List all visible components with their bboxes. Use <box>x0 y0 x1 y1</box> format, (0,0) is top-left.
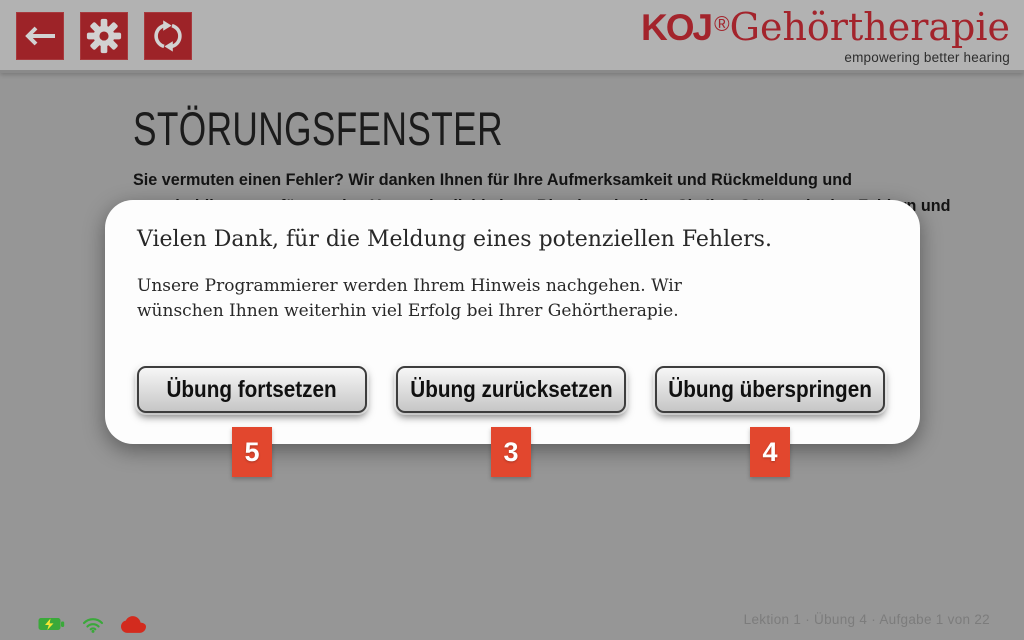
tutorial-step-badge: 3 <box>491 427 531 477</box>
arrow-left-icon <box>22 24 58 48</box>
skip-exercise-button[interactable]: Übung überspringen 4 <box>655 366 885 477</box>
cloud-sync-icon <box>121 616 146 633</box>
continue-exercise-button[interactable]: Übung fortsetzen 5 <box>137 366 367 477</box>
page-title: STÖRUNGSFENSTER <box>133 102 503 155</box>
brand-tagline: empowering better hearing <box>844 50 1010 65</box>
brand-logo: KOJ ®Gehörtherapie empowering better hear… <box>641 8 1010 65</box>
reset-exercise-label: Übung zurücksetzen <box>409 376 613 402</box>
lesson-progress-text: Lektion 1 · Übung 4 · Aufgabe 1 von 22 <box>743 612 990 627</box>
error-report-dialog: Vielen Dank, für die Meldung eines poten… <box>105 200 920 477</box>
wifi-icon <box>82 616 104 633</box>
intro-line-1: Sie vermuten einen Fehler? Wir danken Ih… <box>133 170 852 189</box>
dialog-button-row: Übung fortsetzen 5 Übung zurücksetzen 3 … <box>137 366 885 477</box>
reset-exercise-button[interactable]: Übung zurücksetzen 3 <box>396 366 626 477</box>
system-status-icons <box>38 616 146 633</box>
back-button[interactable] <box>16 12 64 60</box>
tutorial-step-badge: 5 <box>232 427 272 477</box>
dialog-title: Vielen Dank, für die Meldung eines poten… <box>137 227 772 252</box>
dialog-body-line-1: Unsere Programmierer werden Ihrem Hinwei… <box>137 276 682 296</box>
repeat-button[interactable] <box>144 12 192 60</box>
gear-icon <box>85 17 123 55</box>
tutorial-step-badge: 4 <box>750 427 790 477</box>
product-name: Gehörtherapie <box>729 5 1010 49</box>
registered-mark: ® <box>714 13 730 36</box>
settings-button[interactable] <box>80 12 128 60</box>
dialog-body-line-2: wünschen Ihnen weiterhin viel Erfolg bei… <box>137 301 679 321</box>
continue-exercise-label: Übung fortsetzen <box>166 376 338 402</box>
dialog-body: Unsere Programmierer werden Ihrem Hinwei… <box>137 274 682 324</box>
header-bar: KOJ ®Gehörtherapie empowering better hear… <box>0 0 1024 73</box>
skip-exercise-label: Übung überspringen <box>668 376 872 402</box>
brand-name: KOJ <box>641 7 713 48</box>
repeat-icon <box>152 20 184 52</box>
battery-charging-icon <box>38 617 65 632</box>
